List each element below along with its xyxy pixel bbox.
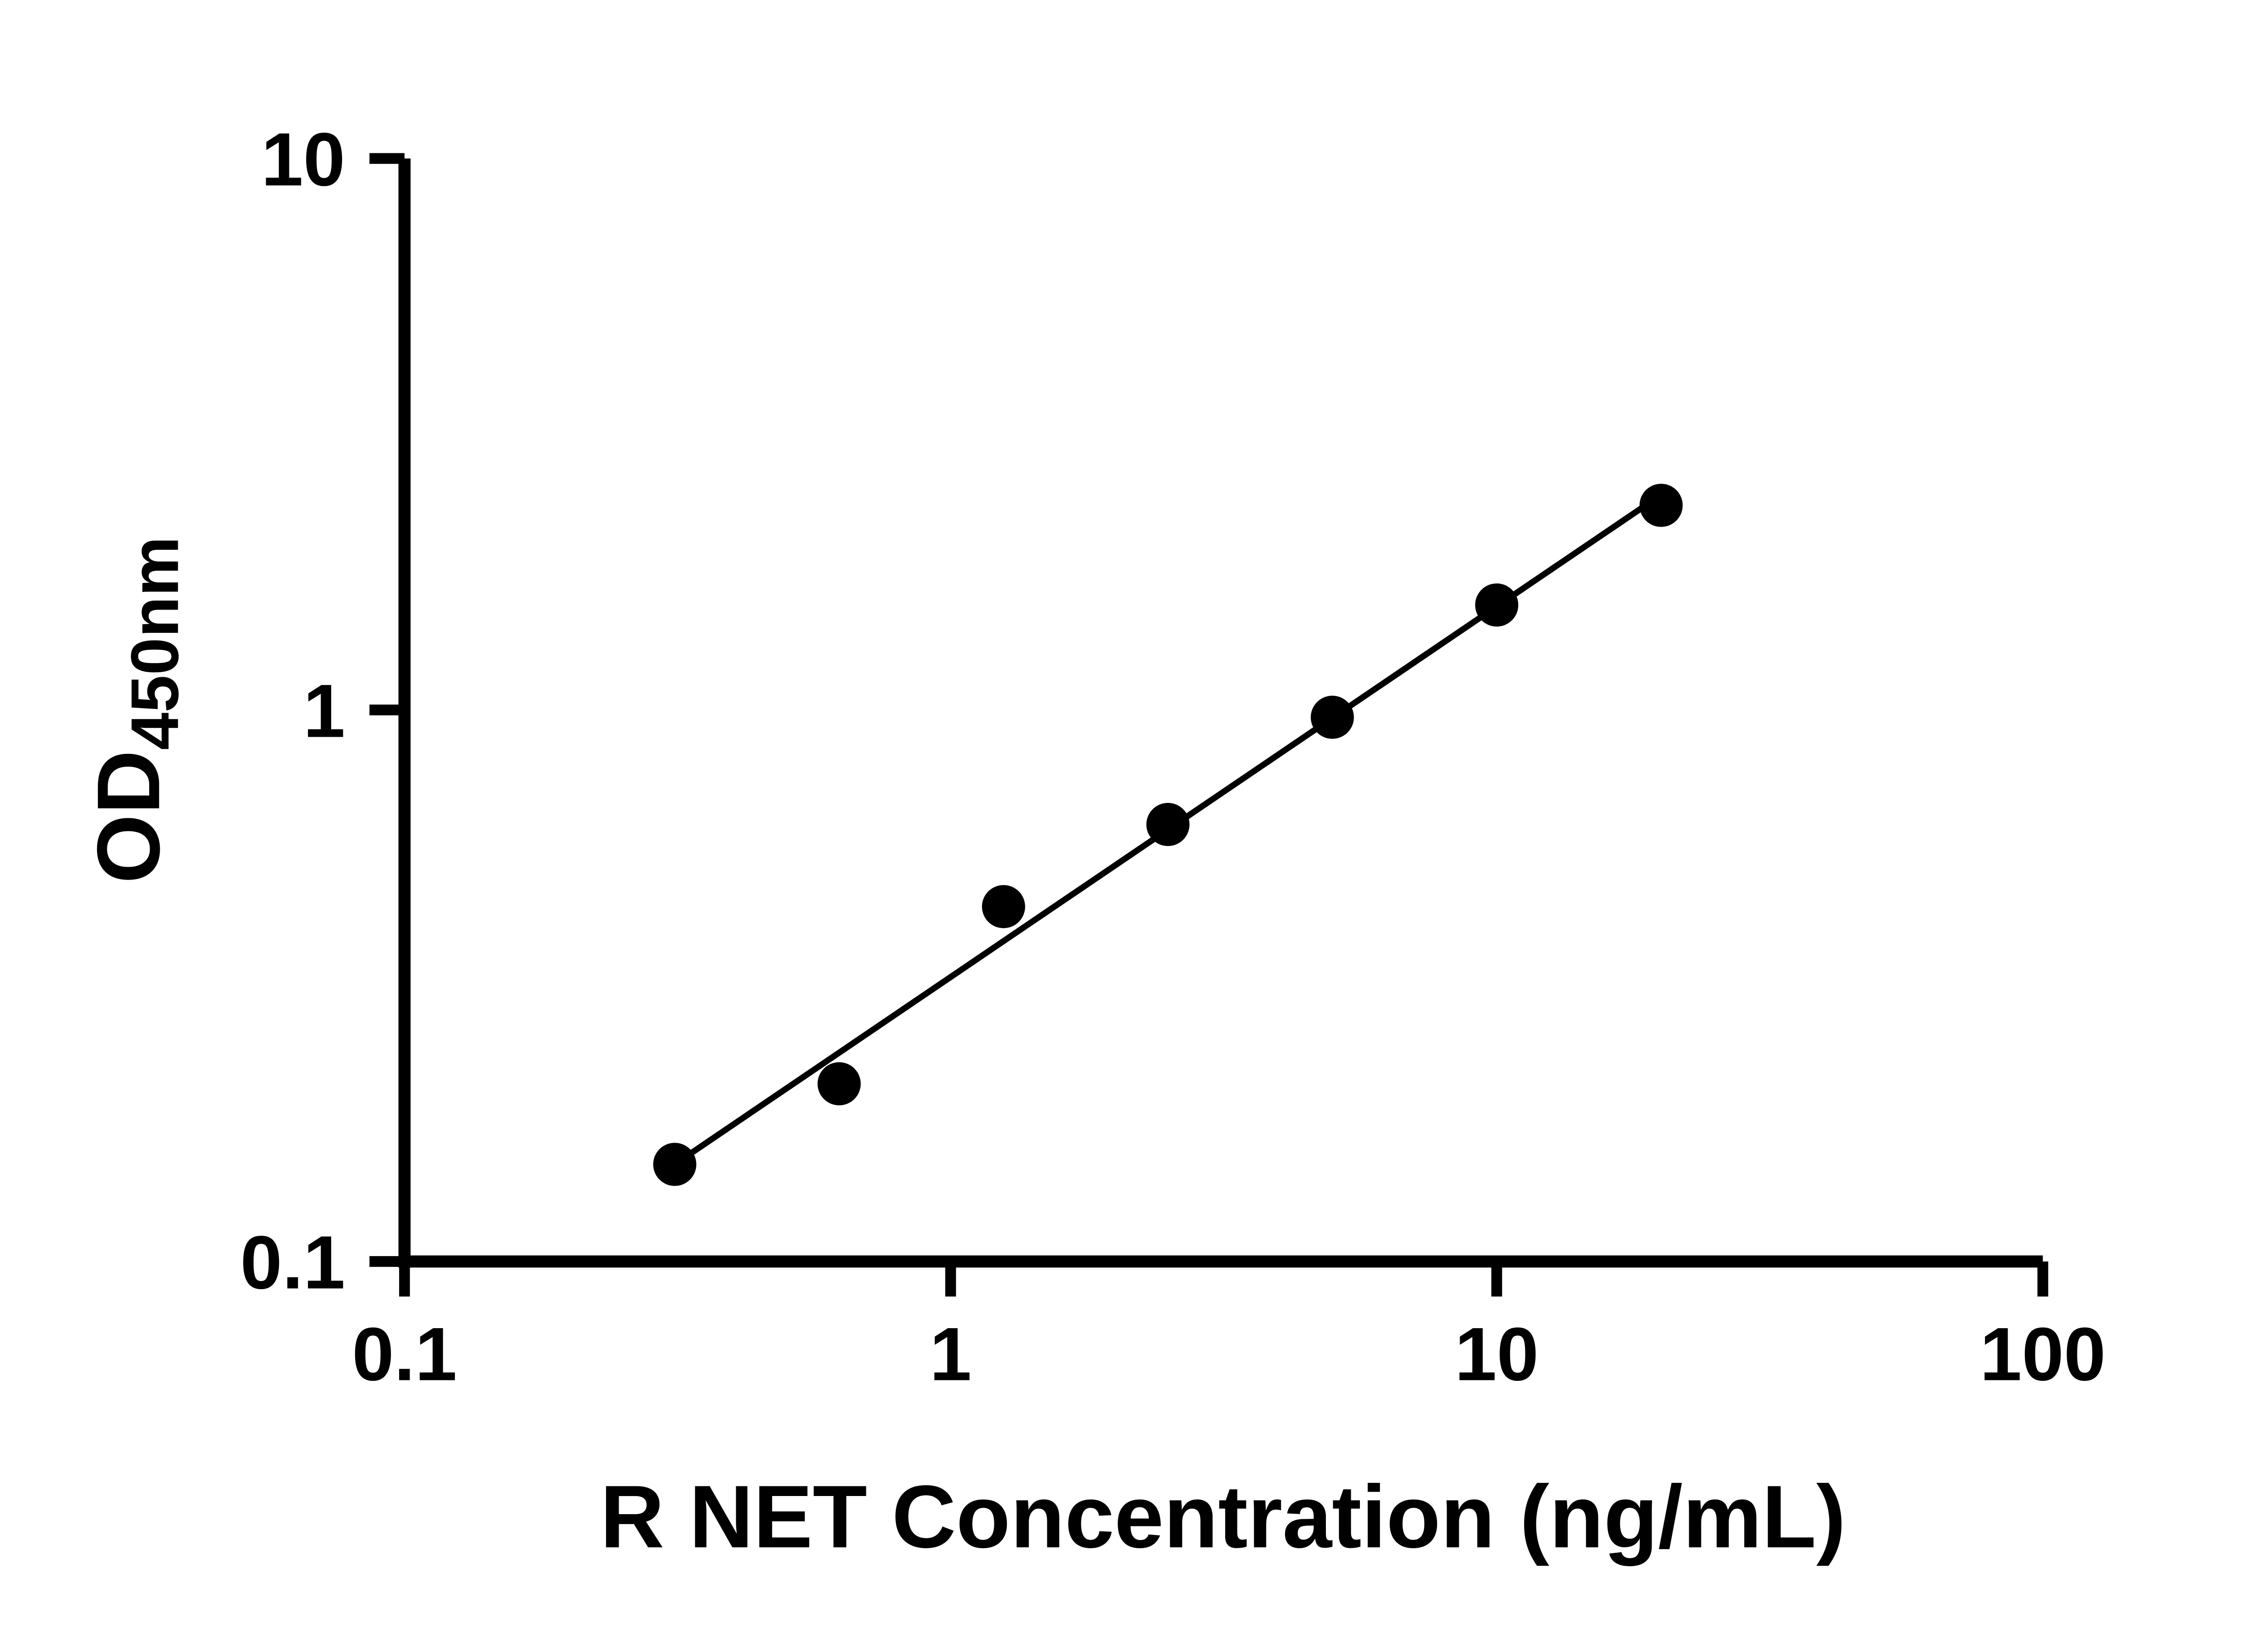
axes-layer: 0.1 1 10 100 0.1 1 10	[240, 117, 2106, 1397]
x-axis-title: R NET Concentration (ng/mL)	[600, 1467, 1846, 1566]
data-series-layer	[653, 484, 1683, 1186]
y-tick-label: 0.1	[240, 1220, 345, 1305]
data-point	[1639, 484, 1683, 527]
data-point	[653, 1143, 697, 1186]
x-tick-label: 100	[1980, 1312, 2106, 1397]
y-axis-title: OD450nm	[78, 537, 193, 884]
y-axis-title-main: OD	[78, 750, 178, 883]
data-point	[1310, 695, 1354, 739]
x-tick-label: 1	[929, 1312, 972, 1397]
x-tick-label: 10	[1455, 1312, 1539, 1397]
data-point	[982, 885, 1025, 929]
y-tick-label: 1	[303, 669, 345, 753]
axis-lines	[398, 158, 2043, 1268]
y-tick-label: 10	[261, 117, 345, 202]
data-point	[1146, 803, 1190, 846]
data-point	[1475, 583, 1519, 627]
x-tick-label: 0.1	[352, 1312, 457, 1397]
y-axis-title-subscript: 450nm	[117, 537, 192, 750]
data-point	[817, 1062, 861, 1105]
